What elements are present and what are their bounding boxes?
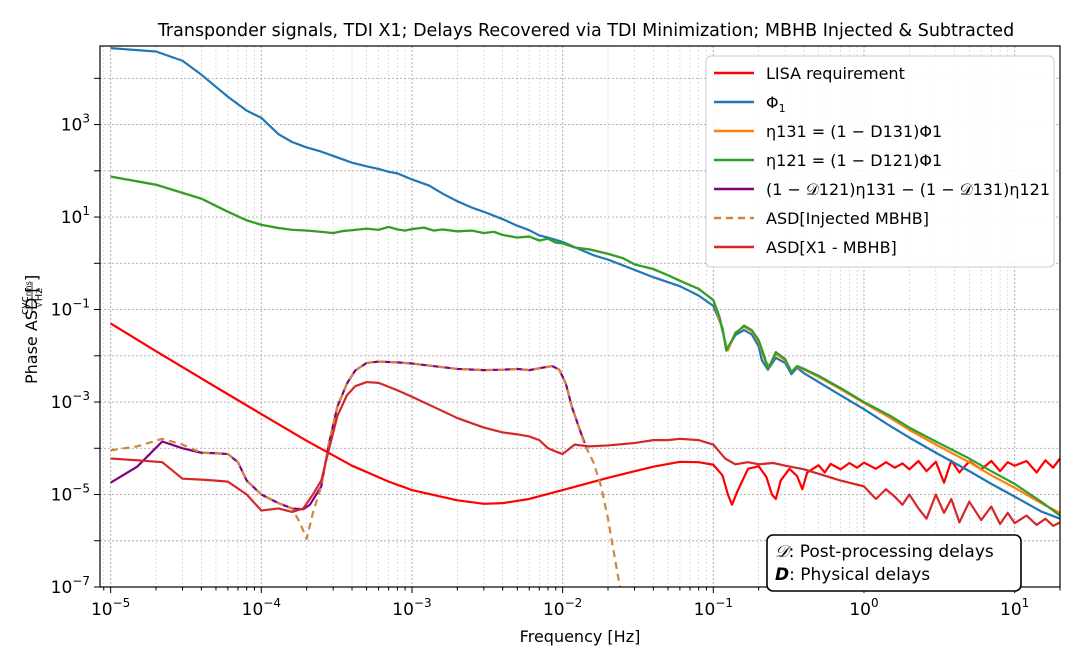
chart-title: Transponder signals, TDI X1; Delays Reco…	[157, 21, 1014, 41]
y-axis-label-num-sub: rms	[24, 281, 33, 296]
series-line-3	[110, 175, 1061, 517]
y-tick-label: 10−3	[51, 389, 90, 413]
y-tick-label: 103	[61, 112, 90, 136]
y-axis-label-den: √Hz	[34, 288, 45, 307]
legend-entry-text: ASD[Injected MBHB]	[766, 209, 929, 228]
series-line-6	[110, 380, 1061, 527]
x-tick-label: 100	[849, 596, 878, 620]
svg-text:Phase ASD [: Phase ASD [	[22, 286, 41, 384]
legend-frame	[705, 55, 1055, 268]
series-line-0	[110, 322, 1061, 506]
series-line-5	[110, 360, 622, 588]
svg-text:D: Physical delays: D: Physical delays	[775, 565, 930, 585]
y-axis-label-num: cyc	[18, 296, 31, 315]
legend-entry-text: ASD[X1 - MBHB]	[766, 238, 897, 257]
series-line-4	[110, 360, 586, 511]
x-tick-label: 101	[1000, 596, 1029, 620]
annotation-text-post: : Post-processing delays	[789, 542, 994, 562]
x-tick-label: 10−2	[543, 596, 582, 620]
annotation-symbol-post: 𝒟	[775, 542, 792, 562]
x-tick-label: 10−1	[694, 596, 733, 620]
y-axis-label: Phase ASD [ cycrms √Hz ]	[18, 275, 45, 384]
x-tick-label: 10−4	[242, 596, 281, 620]
plot-frame	[99, 45, 1061, 588]
y-tick-label: 10−1	[51, 297, 90, 321]
series-lines	[110, 47, 1061, 588]
annotation-symbol-physical: D	[775, 565, 789, 585]
legend-entry-text: LISA requirement	[766, 64, 905, 83]
annotation-box: 𝒟: Post-processing delays D: Physical de…	[766, 534, 1022, 592]
x-tick-label: 10−5	[91, 596, 130, 620]
svg-text:𝒟: Post-processing delays: 𝒟: Post-processing delays	[775, 542, 994, 562]
y-tick-label: 10−7	[51, 574, 90, 598]
x-axis-label: Frequency [Hz]	[520, 627, 641, 646]
legend-entry-text: η121 = (1 − D121)Φ1	[766, 151, 942, 170]
series-line-1	[110, 47, 1061, 520]
legend-entry-text: (1 − 𝒟121)η131 − (1 − 𝒟131)η121	[766, 180, 1050, 199]
svg-text:cycrms: cycrms	[18, 281, 33, 315]
ticks: 10−5 10−4 10−3 10−2 10−1 100 10110−710−510−310…	[51, 77, 1061, 620]
legend-entry-text: η131 = (1 − D131)Φ1	[766, 122, 942, 141]
annotation-text-physical: : Physical delays	[789, 565, 930, 585]
y-axis-label-main: Phase ASD [	[22, 286, 41, 384]
y-tick-label: 101	[61, 204, 90, 228]
y-tick-label: 10−5	[51, 482, 90, 506]
y-axis-label-close: ]	[22, 275, 41, 281]
x-tick-label: 10−3	[392, 596, 431, 620]
